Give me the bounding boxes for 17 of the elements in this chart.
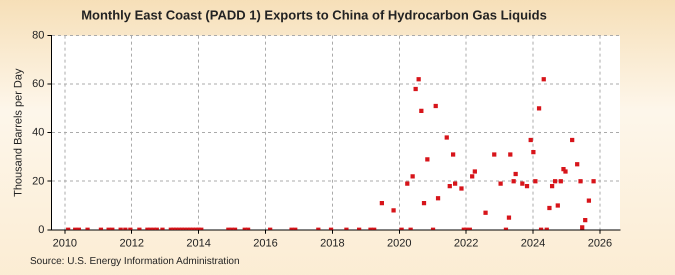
y-axis-title: Thousand Barrels per Day: [12, 68, 25, 197]
x-tick-label: 2022: [454, 237, 478, 250]
x-tick-label: 2016: [253, 237, 278, 250]
source-note: Source: U.S. Energy Information Administration: [30, 256, 240, 267]
y-tick-label: 20: [32, 175, 44, 188]
y-tick-label: 60: [32, 78, 44, 90]
x-tick-label: 2010: [52, 237, 78, 250]
y-tick-label: 80: [32, 30, 44, 42]
x-tick-label: 2026: [588, 237, 612, 250]
chart-title: Monthly East Coast (PADD 1) Exports to China of Hydrocarbon Gas Liquids: [81, 7, 547, 22]
x-tick-label: 2018: [320, 237, 345, 250]
x-tick-label: 2020: [387, 237, 412, 250]
x-tick-label: 2012: [119, 237, 144, 250]
x-tick-label: 2024: [520, 237, 546, 250]
y-tick-label: 0: [38, 224, 44, 236]
y-tick-label: 40: [32, 126, 44, 139]
x-tick-label: 2014: [186, 237, 211, 250]
